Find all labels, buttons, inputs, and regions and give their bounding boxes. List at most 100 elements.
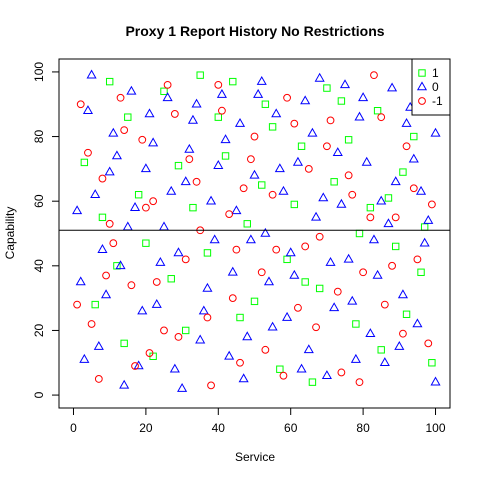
- data-point-series-2-5: [131, 362, 139, 370]
- data-point-series-0-38: [366, 203, 375, 212]
- y-tick-label-0: 0: [32, 391, 46, 398]
- data-point-series-0-13: [399, 168, 407, 176]
- data-point-series-1-76: [166, 185, 177, 195]
- data-point-series-1-10: [180, 176, 191, 186]
- legend-marker-1: [416, 81, 428, 91]
- data-point-series-1-25: [343, 253, 354, 263]
- data-point-series-2-41: [160, 326, 168, 335]
- data-point-series-2-12: [207, 381, 215, 390]
- data-point-series-0-11: [355, 229, 364, 238]
- data-point-series-2-64: [409, 184, 418, 193]
- data-point-series-1-7: [148, 137, 159, 147]
- data-point-series-2-55: [312, 323, 320, 332]
- data-marks: [72, 69, 441, 392]
- data-point-series-1-9: [169, 363, 180, 373]
- data-point-series-1-50: [249, 169, 260, 179]
- data-point-series-0-31: [91, 300, 99, 309]
- data-point-series-0-33: [167, 275, 175, 283]
- data-point-series-1-82: [231, 205, 242, 215]
- data-point-series-0-45: [301, 278, 309, 286]
- plot-border: [58, 58, 451, 409]
- data-point-series-2-13: [218, 106, 226, 115]
- data-point-series-1-94: [361, 156, 372, 166]
- data-point-series-1-67: [430, 376, 441, 386]
- data-point-series-1-37: [108, 127, 119, 137]
- data-point-series-2-3: [109, 239, 118, 248]
- data-point-series-2-40: [149, 197, 158, 206]
- data-point-series-2-32: [424, 339, 433, 348]
- data-point-series-0-12: [377, 346, 385, 354]
- data-point-series-1-59: [347, 295, 358, 305]
- data-point-series-2-59: [355, 378, 364, 387]
- data-point-series-0-21: [250, 297, 259, 306]
- chart-title: Proxy 1 Report History No Restrictions: [125, 23, 384, 39]
- data-point-series-2-66: [427, 200, 436, 209]
- data-point-series-1-33: [430, 127, 441, 137]
- data-point-series-0-20: [229, 77, 237, 86]
- x-tick-label-0: 0: [70, 421, 77, 435]
- legend-label-0: 1: [432, 66, 439, 80]
- data-point-series-1-21: [300, 95, 311, 105]
- data-point-series-0-15: [98, 213, 107, 222]
- data-point-series-2-19: [283, 93, 291, 102]
- data-point-series-2-10: [185, 155, 194, 164]
- data-point-series-1-46: [205, 195, 217, 205]
- data-point-series-0-35: [243, 220, 251, 228]
- data-point-series-1-19: [278, 185, 289, 195]
- data-point-series-0-0: [80, 158, 89, 167]
- data-point-series-1-20: [289, 269, 300, 279]
- data-point-series-1-49: [238, 373, 249, 383]
- data-point-series-1-84: [253, 88, 264, 98]
- data-point-series-1-73: [133, 360, 144, 370]
- data-point-series-0-6: [258, 181, 266, 189]
- data-point-series-2-50: [257, 268, 266, 277]
- data-point-series-2-51: [268, 190, 277, 199]
- data-point-series-0-14: [417, 268, 425, 276]
- data-point-series-0-40: [105, 77, 114, 86]
- data-point-series-0-48: [420, 223, 429, 231]
- data-point-series-1-44: [184, 143, 195, 153]
- data-point-series-0-27: [373, 107, 382, 115]
- data-point-series-1-31: [408, 153, 419, 163]
- x-axis-label: Service: [235, 450, 275, 464]
- data-point-series-1-66: [423, 214, 434, 224]
- data-point-series-0-41: [142, 239, 150, 247]
- data-point-series-2-61: [377, 113, 386, 122]
- data-point-series-1-83: [242, 331, 253, 341]
- data-point-series-2-68: [145, 349, 154, 357]
- legend-box: [411, 58, 451, 116]
- data-point-series-1-30: [397, 289, 408, 299]
- data-point-series-2-25: [348, 190, 357, 199]
- data-point-series-1-60: [358, 92, 369, 102]
- data-point-series-2-38: [127, 281, 136, 290]
- data-point-series-2-45: [203, 313, 212, 322]
- data-point-series-1-23: [321, 370, 332, 379]
- data-point-series-2-37: [116, 93, 125, 102]
- x-tick-label-2: 40: [212, 421, 226, 435]
- data-point-series-1-41: [151, 298, 162, 308]
- data-point-series-1-72: [122, 221, 133, 231]
- data-point-series-0-19: [203, 249, 212, 257]
- data-point-series-1-77: [177, 382, 188, 392]
- data-point-series-0-4: [214, 113, 222, 121]
- data-point-series-1-26: [354, 111, 365, 121]
- data-point-series-2-57: [333, 287, 342, 296]
- data-point-series-1-96: [383, 218, 394, 228]
- data-point-series-1-0: [72, 205, 83, 215]
- data-point-series-1-80: [209, 234, 220, 244]
- x-tick-label-5: 100: [426, 421, 446, 435]
- data-point-series-1-13: [213, 160, 224, 169]
- data-point-series-1-14: [224, 350, 235, 360]
- data-point-series-0-25: [330, 178, 338, 186]
- data-point-series-1-6: [137, 305, 148, 315]
- data-point-series-2-8: [163, 80, 172, 89]
- data-point-series-1-61: [368, 234, 380, 244]
- data-point-series-1-86: [274, 163, 285, 173]
- data-point-series-0-39: [402, 310, 411, 318]
- data-point-series-1-15: [234, 118, 246, 127]
- data-point-series-0-24: [308, 378, 317, 386]
- data-point-series-1-32: [419, 237, 430, 247]
- data-point-series-2-30: [402, 142, 411, 151]
- data-point-series-1-38: [119, 379, 130, 389]
- data-point-series-1-97: [394, 340, 405, 350]
